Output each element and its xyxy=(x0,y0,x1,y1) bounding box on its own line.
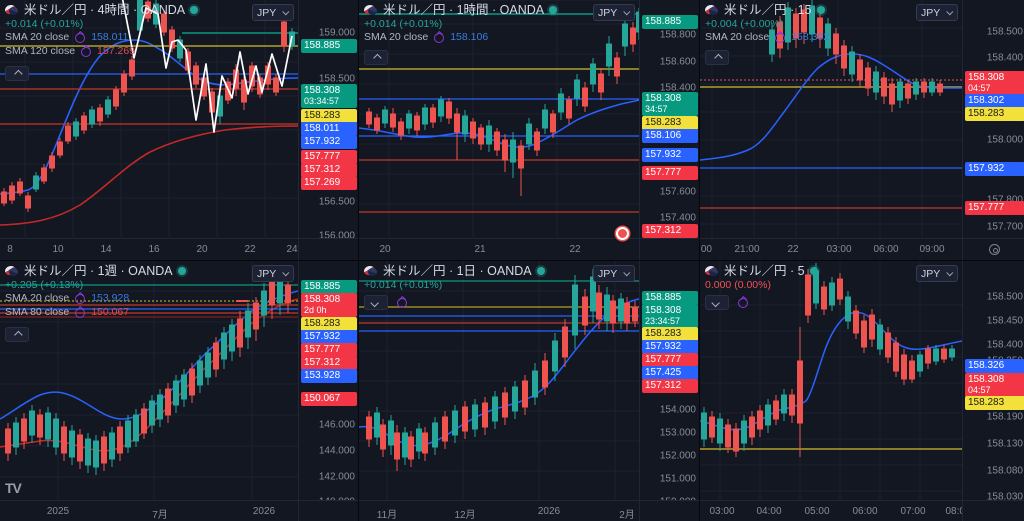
price-badge: 157.777 xyxy=(301,150,357,164)
price-badge: 157.312 xyxy=(642,379,698,393)
collapse-legend-button[interactable] xyxy=(5,327,29,342)
price-badge: 158.011 xyxy=(301,122,357,136)
price-badge: 158.283 xyxy=(965,107,1024,121)
chart-panel-1d[interactable]: 米ドル／円 · 1日 · OANDA +0.014 (+0.01%) xyxy=(359,261,699,521)
price-badge: 157.932 xyxy=(642,148,698,162)
price-badge: 158.283 xyxy=(642,116,698,130)
chart-panel-1h[interactable]: 米ドル／円 · 1時間 · OANDA +0.014 (+0.01%) SMA … xyxy=(359,0,699,260)
collapse-legend-button[interactable] xyxy=(364,50,388,65)
price-badge: 158.885 xyxy=(642,291,698,305)
chevron-down-icon xyxy=(946,8,954,16)
chevron-down-icon xyxy=(282,8,290,16)
axis-settings-corner[interactable] xyxy=(298,500,358,521)
time-axis[interactable]: 2025 7月 2026 xyxy=(0,500,298,521)
price-badge: 158.326 xyxy=(965,359,1024,373)
collapse-legend-button[interactable] xyxy=(705,50,729,65)
price-badge: 157.425 xyxy=(642,366,698,380)
price-badge: 157.312 xyxy=(642,224,698,238)
currency-selector[interactable]: JPY xyxy=(593,4,635,21)
price-badge-countdown: 158.308 23:34:57 xyxy=(642,304,698,328)
price-badge: 157.312 xyxy=(301,356,357,370)
price-badge: 158.885 xyxy=(301,39,357,53)
chart-panel-5m[interactable]: 米ドル／円 · 5 0.000 (0.00%) xyxy=(700,261,1024,521)
price-badge: 150.067 xyxy=(301,392,357,406)
currency-selector[interactable]: JPY xyxy=(916,265,958,282)
time-axis[interactable]: 11月 12月 2026 2月 xyxy=(359,500,639,521)
axis-settings-corner[interactable] xyxy=(639,500,699,521)
price-badge: 157.777 xyxy=(642,353,698,367)
price-badge: 157.269 xyxy=(301,176,357,190)
realtime-marker-icon xyxy=(616,227,629,240)
chart-panel-4h[interactable]: 米ドル／円 · 4時間 · OANDA +0.014 (+0.01%) SMA … xyxy=(0,0,358,260)
price-badge: 158.283 xyxy=(642,327,698,341)
axis-settings-corner[interactable] xyxy=(639,238,699,260)
expand-legend-button[interactable] xyxy=(364,295,388,310)
chart-panel-1w[interactable]: 米ドル／円 · 1週 · OANDA +0.205 (+0.13%) SMA 2… xyxy=(0,261,358,521)
expand-legend-button[interactable] xyxy=(705,295,729,310)
price-badge: 158.283 xyxy=(301,317,357,331)
price-badge: 158.885 xyxy=(642,15,698,29)
price-badge: 157.932 xyxy=(301,330,357,344)
price-badge: 157.777 xyxy=(301,343,357,357)
chevron-down-icon xyxy=(623,269,631,277)
chart-panel-15m[interactable]: 米ドル／円 · 15 +0.004 (+0.00%) SMA 20 close … xyxy=(700,0,1024,260)
price-axis[interactable]: 158.500 158.400 158.100 158.000 157.900 … xyxy=(962,0,1024,238)
axis-settings-corner[interactable] xyxy=(962,500,1024,521)
plot-area[interactable] xyxy=(0,0,298,238)
chevron-down-icon xyxy=(946,269,954,277)
refresh-icon[interactable] xyxy=(738,298,748,308)
axis-settings-corner[interactable] xyxy=(962,238,1024,260)
price-badge: 157.777 xyxy=(965,201,1024,215)
price-badge-countdown: 158.308 34:57 xyxy=(642,92,698,116)
price-badge: 157.777 xyxy=(642,166,698,180)
plot-area[interactable] xyxy=(700,261,962,500)
price-badge-countdown: 158.308 03:34:57 xyxy=(301,84,357,108)
price-badge: 158.885 xyxy=(301,280,357,294)
price-badge: 153.928 xyxy=(301,369,357,383)
price-badge: 157.932 xyxy=(965,162,1024,176)
price-axis[interactable]: 158.500 158.450 158.400 158.350 158.190 … xyxy=(962,261,1024,500)
price-axis[interactable]: 159.000 158.500 156.500 156.000 158.885 … xyxy=(298,0,358,238)
time-axis[interactable]: 20 21 22 xyxy=(359,238,639,260)
price-badge-countdown: 158.308 04:57 xyxy=(965,71,1024,95)
currency-selector[interactable]: JPY xyxy=(916,4,958,21)
axis-settings-corner[interactable] xyxy=(298,238,358,260)
time-axis[interactable]: :00 21:00 22 03:00 06:00 09:00 xyxy=(700,238,962,260)
time-axis[interactable]: 8 10 14 16 20 22 24 xyxy=(0,238,298,260)
price-badge: 157.932 xyxy=(642,340,698,354)
currency-selector[interactable]: JPY xyxy=(252,265,294,282)
price-badge: 158.283 xyxy=(965,396,1024,410)
currency-selector[interactable]: JPY xyxy=(252,4,294,21)
price-badge-countdown: 158.308 04:57 xyxy=(965,373,1024,397)
price-badge: 157.932 xyxy=(301,135,357,149)
price-badge: 158.283 xyxy=(301,109,357,123)
gear-icon[interactable] xyxy=(989,244,1000,255)
price-badge: 157.312 xyxy=(301,163,357,177)
price-badge: 158.302 xyxy=(965,94,1024,108)
plot-area[interactable] xyxy=(359,0,639,238)
chevron-down-icon xyxy=(623,8,631,16)
tradingview-logo: TV xyxy=(5,480,22,496)
collapse-legend-button[interactable] xyxy=(5,66,29,81)
plot-area[interactable] xyxy=(0,261,298,500)
price-badge-countdown: 158.308 2d 0h xyxy=(301,293,357,317)
price-axis[interactable]: 148.000 146.000 144.000 142.000 140.000 … xyxy=(298,261,358,500)
refresh-icon[interactable] xyxy=(397,298,407,308)
price-badge: 158.106 xyxy=(642,129,698,143)
chevron-down-icon xyxy=(282,269,290,277)
plot-area[interactable] xyxy=(700,0,962,238)
price-axis[interactable]: 155.000 154.000 153.000 152.000 151.000 … xyxy=(639,261,699,500)
price-axis[interactable]: 158.800 158.600 158.400 158.000 157.600 … xyxy=(639,0,699,238)
time-axis[interactable]: 03:00 04:00 05:00 06:00 07:00 08:00 xyxy=(700,500,971,521)
currency-selector[interactable]: JPY xyxy=(593,265,635,282)
